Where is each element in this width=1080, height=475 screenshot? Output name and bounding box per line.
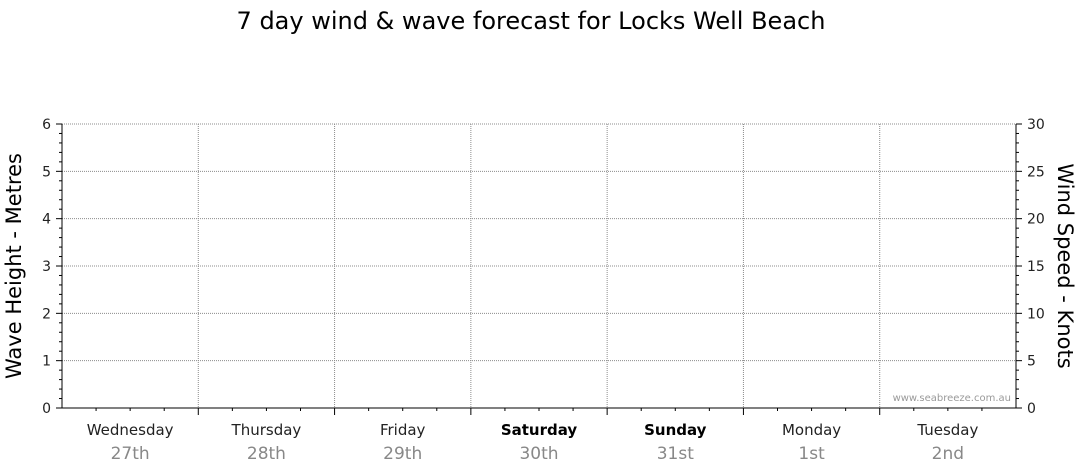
right-tick-label: 25: [1027, 164, 1045, 180]
left-tick-label: 0: [42, 401, 51, 417]
left-tick-label: 2: [42, 306, 51, 322]
day-name-label: Tuesday: [916, 421, 978, 439]
left-tick-label: 5: [42, 164, 51, 180]
day-date-label: 2nd: [932, 444, 964, 464]
day-name-label: Wednesday: [87, 421, 174, 439]
day-date-label: 29th: [383, 444, 422, 464]
left-axis-title: Wave Height - Metres: [2, 153, 26, 379]
day-name-label: Monday: [782, 421, 841, 439]
left-tick-label: 6: [42, 117, 51, 133]
day-date-label: 30th: [519, 444, 558, 464]
chart-title: 7 day wind & wave forecast for Locks Wel…: [237, 7, 826, 35]
left-tick-label: 1: [42, 354, 51, 370]
day-date-label: 27th: [111, 444, 150, 464]
right-tick-label: 15: [1027, 259, 1045, 275]
day-labels: Wednesday 27th Thursday 28th Friday 29th Satur…: [87, 421, 979, 464]
day-date-label: 28th: [247, 444, 286, 464]
day-name-label: Friday: [380, 421, 426, 439]
right-axis-ticks: 0 5 10 15 20 25 30: [1016, 117, 1045, 417]
day-name-label: Sunday: [644, 421, 707, 439]
day-date-label: 1st: [798, 444, 825, 464]
day-date-label: 31st: [657, 444, 694, 464]
right-tick-label: 5: [1027, 354, 1036, 370]
left-tick-label: 3: [42, 259, 51, 275]
right-tick-label: 0: [1027, 401, 1036, 417]
right-axis-title: Wind Speed - Knots: [1053, 163, 1077, 368]
watermark: www.seabreeze.com.au: [893, 393, 1011, 404]
axes: [61, 124, 1017, 415]
grid: [62, 123, 1016, 408]
left-tick-label: 4: [42, 212, 51, 228]
left-axis-ticks: 0 1 2 3 4 5 6: [42, 117, 62, 417]
right-tick-label: 20: [1027, 212, 1045, 228]
right-tick-label: 10: [1027, 306, 1045, 322]
day-name-label: Thursday: [231, 421, 302, 439]
day-name-label: Saturday: [501, 421, 578, 439]
right-tick-label: 30: [1027, 117, 1045, 133]
